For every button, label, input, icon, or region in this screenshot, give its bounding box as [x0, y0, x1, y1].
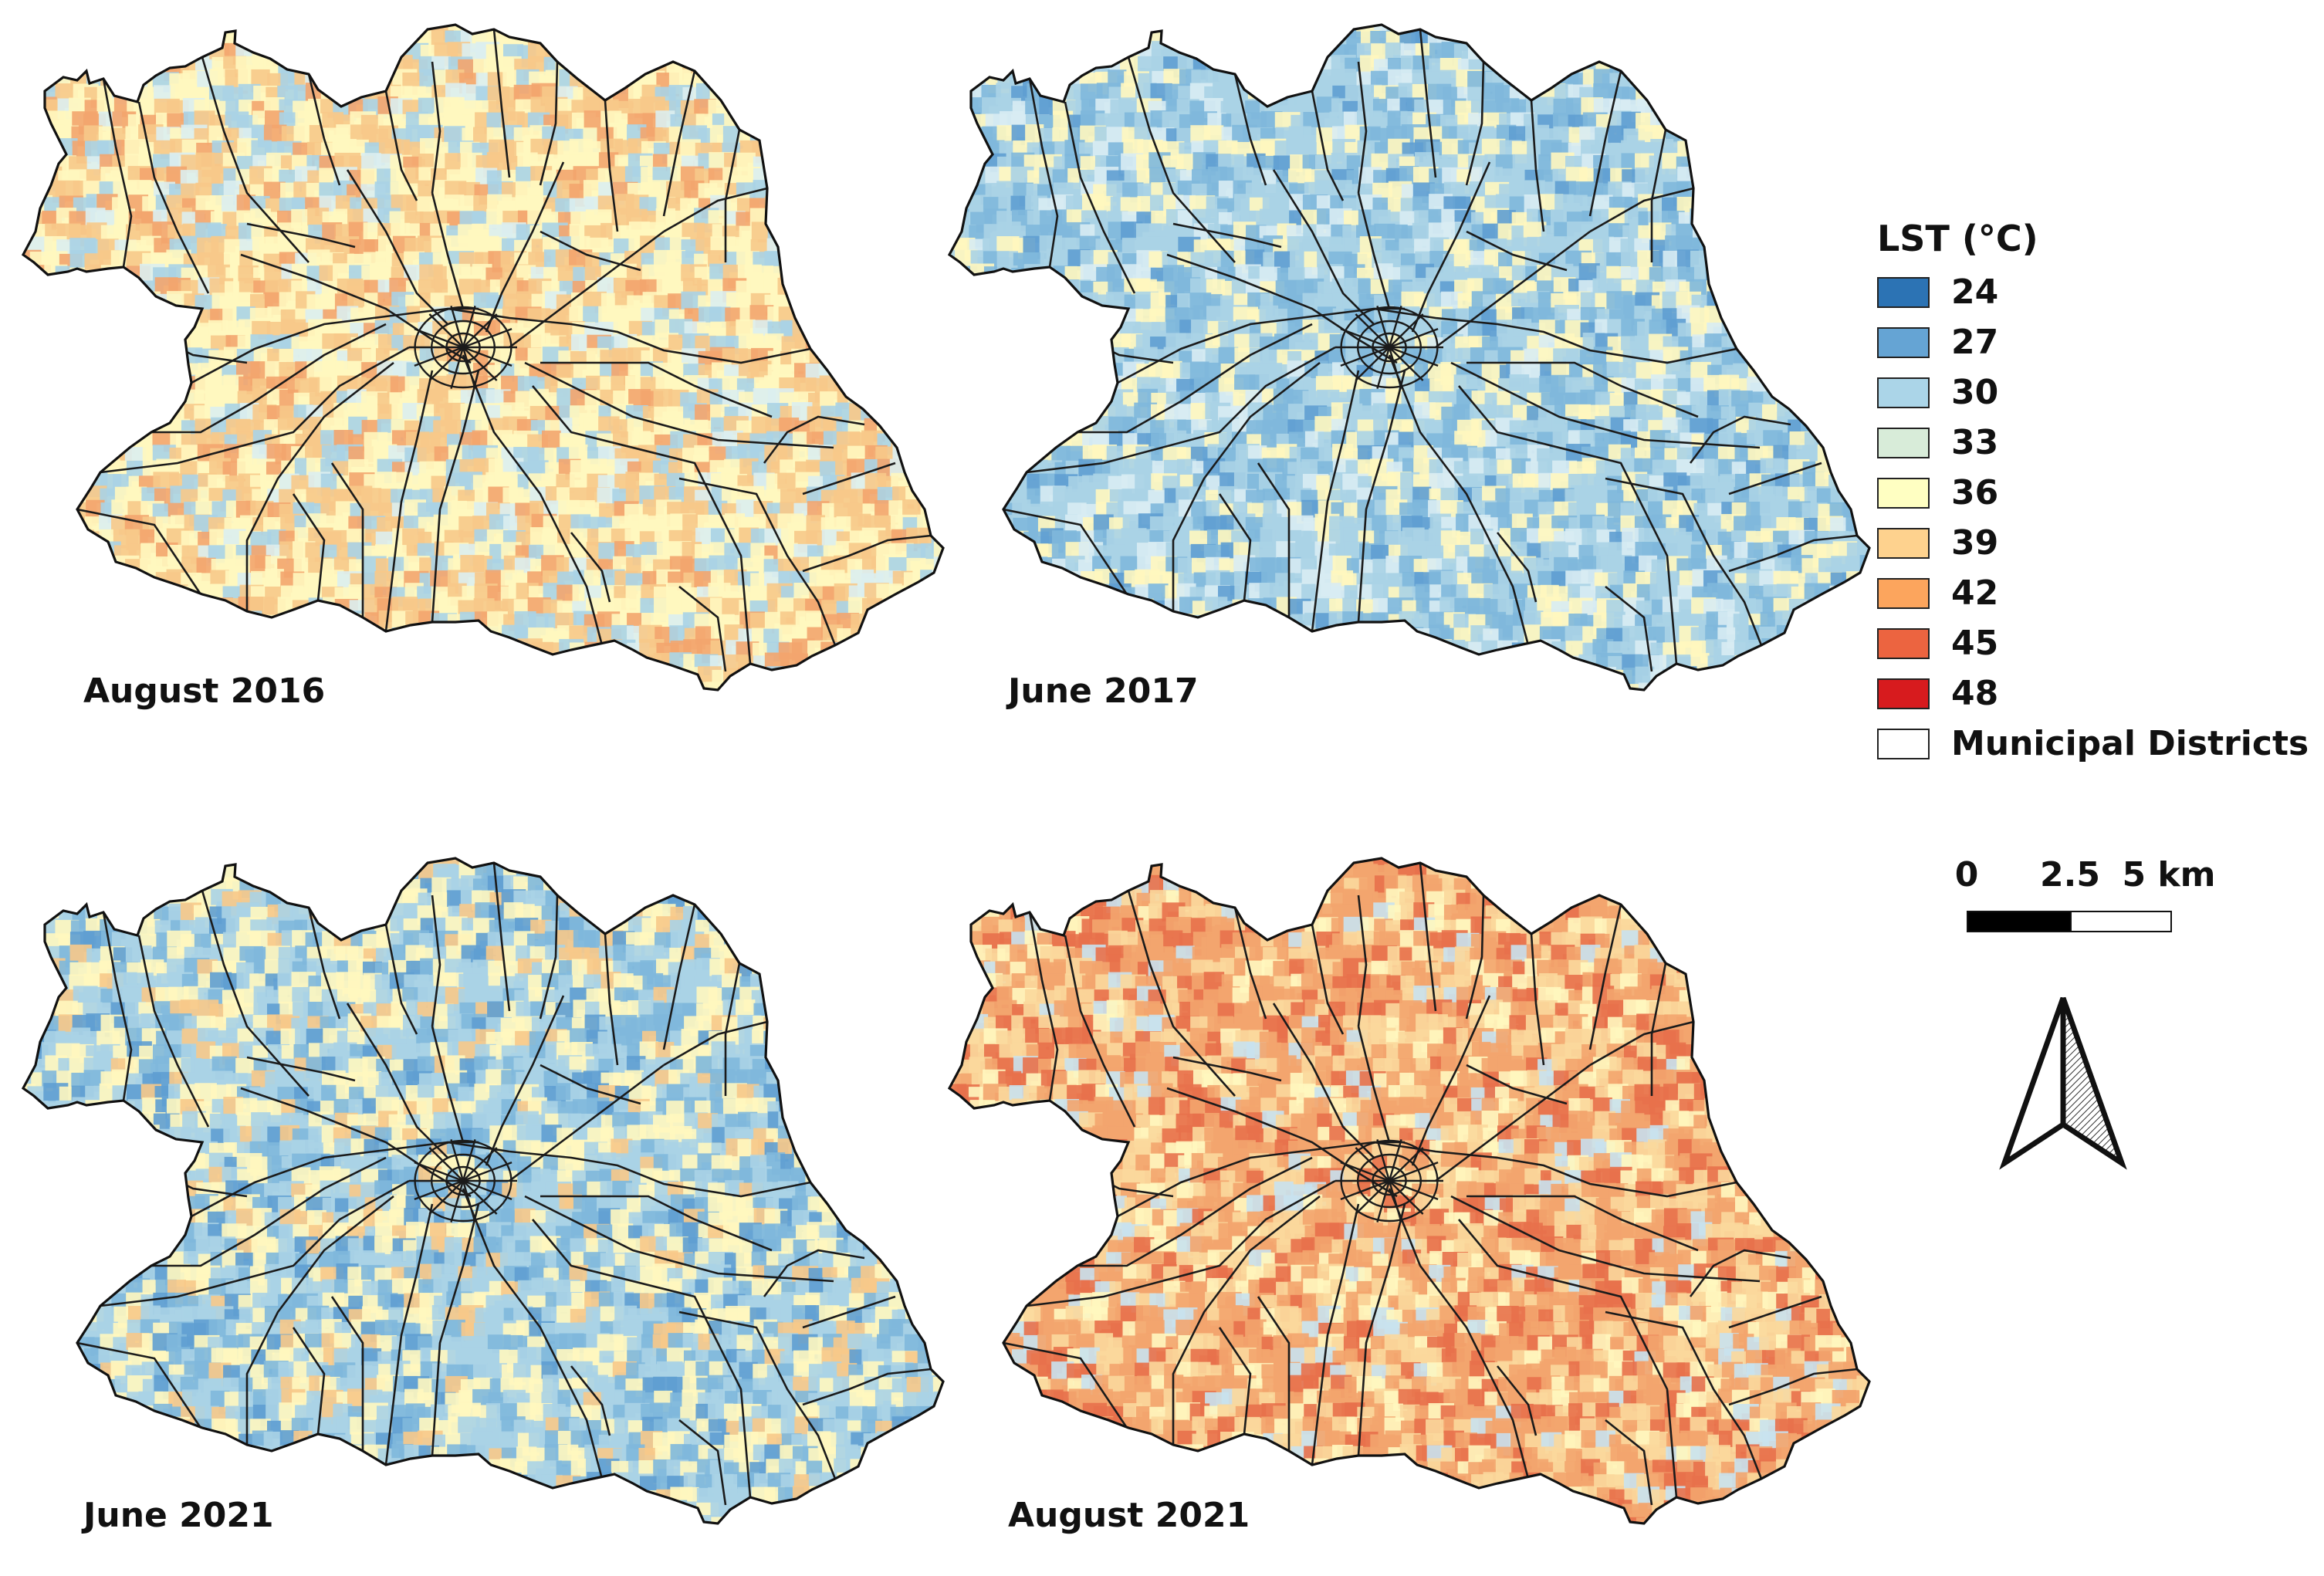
- legend-title: LST (°C): [1877, 218, 2038, 259]
- legend-item: 36: [1877, 468, 2309, 518]
- scale-bar-white-segment: [2070, 911, 2172, 932]
- legend-swatch: [1877, 276, 1930, 308]
- map-caption: June 2017: [1008, 671, 1199, 711]
- municipal-district-boundaries: [76, 29, 932, 672]
- legend-item-districts: Municipal Districts: [1877, 719, 2309, 769]
- district-outer-boundary: [947, 23, 1871, 692]
- scale-label-mid: 2.5: [2040, 855, 2100, 895]
- legend-item: 42: [1877, 568, 2309, 618]
- scale-label-end: 5 km: [2122, 855, 2216, 895]
- legend-label: 48: [1951, 674, 1999, 713]
- legend-label: Municipal Districts: [1951, 724, 2309, 763]
- district-outline-swatch: [1877, 728, 1930, 759]
- map-caption: August 2016: [83, 671, 326, 711]
- legend-label: 36: [1951, 473, 1999, 512]
- district-outer-boundary: [21, 857, 945, 1525]
- municipal-district-boundaries: [76, 862, 932, 1506]
- map-panel-august-2021: August 2021: [926, 834, 1876, 1574]
- legend-item: 48: [1877, 668, 2309, 719]
- scale-bar-black-segment: [1967, 911, 2072, 932]
- lst-map-august-2016: [21, 23, 945, 692]
- legend-label: 45: [1951, 624, 1999, 663]
- legend-item: 39: [1877, 518, 2309, 568]
- legend-label: 27: [1951, 323, 1999, 362]
- legend-swatch: [1877, 427, 1930, 458]
- legend-swatch: [1877, 527, 1930, 559]
- municipal-district-boundaries: [1003, 29, 1858, 672]
- lst-map-june-2021: [21, 857, 945, 1525]
- legend-label: 42: [1951, 573, 1999, 613]
- district-outer-boundary: [21, 23, 945, 692]
- legend-swatch: [1877, 377, 1930, 408]
- legend-swatch: [1877, 627, 1930, 659]
- legend: LST (°C) 24 27 30 33 36 39 42 45 48 Muni…: [1877, 218, 2309, 769]
- municipal-district-boundaries: [1003, 862, 1858, 1506]
- map-panel-august-2016: August 2016: [0, 0, 949, 741]
- legend-item: 33: [1877, 418, 2309, 468]
- district-outer-boundary: [947, 857, 1871, 1525]
- legend-item: 24: [1877, 267, 2309, 317]
- lst-map-august-2021: [947, 857, 1871, 1525]
- legend-item: 45: [1877, 618, 2309, 668]
- scale-bar: 0 2.5 5 km: [1955, 855, 2216, 948]
- legend-items: 24 27 30 33 36 39 42 45 48 Municipal Dis…: [1877, 267, 2309, 769]
- map-panel-june-2021: June 2021: [0, 834, 949, 1574]
- lst-map-june-2017: [947, 23, 1871, 692]
- map-caption: August 2021: [1008, 1496, 1250, 1535]
- legend-label: 33: [1951, 423, 1999, 462]
- legend-swatch: [1877, 678, 1930, 709]
- legend-swatch: [1877, 577, 1930, 609]
- legend-item: 30: [1877, 367, 2309, 418]
- map-panel-june-2017: June 2017: [926, 0, 1876, 741]
- scale-label-start: 0: [1954, 855, 1979, 895]
- legend-swatch: [1877, 326, 1930, 358]
- legend-label: 30: [1951, 373, 1999, 412]
- north-arrow-icon: [1995, 992, 2134, 1173]
- legend-label: 24: [1951, 272, 1999, 312]
- map-caption: June 2021: [83, 1496, 274, 1535]
- legend-item: 27: [1877, 317, 2309, 367]
- legend-swatch: [1877, 477, 1930, 509]
- legend-label: 39: [1951, 523, 1999, 563]
